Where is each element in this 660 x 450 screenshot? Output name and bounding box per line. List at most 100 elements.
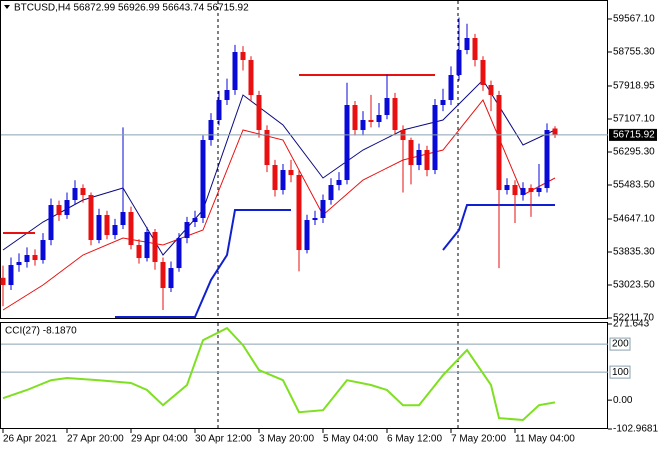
candle-body <box>272 165 278 191</box>
x-tick-label: 30 Apr 12:00 <box>195 434 252 445</box>
candle-body <box>16 262 22 266</box>
x-tick-label: 29 Apr 04:00 <box>131 434 188 445</box>
candle-body <box>104 215 110 236</box>
candle-body <box>424 150 430 171</box>
candle-body <box>232 51 238 91</box>
candle-body <box>160 262 166 289</box>
y-tick-label: 58755.30 <box>613 47 655 58</box>
cci-title: CCI(27) -8.1870 <box>5 326 77 337</box>
y-tick-label: 55483.50 <box>613 180 655 191</box>
candle-body <box>456 50 462 76</box>
x-tick-label: 3 May 20:00 <box>259 434 314 445</box>
candle-body <box>8 265 14 286</box>
candle-body <box>40 240 46 261</box>
title-arrow <box>4 5 10 9</box>
candle-body <box>312 218 318 221</box>
candle-body <box>416 150 422 166</box>
candle-body <box>0 277 6 286</box>
candle-body <box>136 245 142 259</box>
candle-body <box>144 232 150 259</box>
candle-body <box>352 105 358 131</box>
candle-body <box>168 268 174 289</box>
level-tag <box>609 365 631 379</box>
candle-body <box>504 185 510 191</box>
level-label: 100 <box>612 367 629 378</box>
candle-body <box>64 200 70 216</box>
candle-body <box>376 115 382 122</box>
candle-body <box>288 170 294 176</box>
y-tick-label: 0.00 <box>613 395 633 406</box>
y-tick-label: 59567.10 <box>613 14 655 25</box>
candle-body <box>480 60 486 86</box>
y-tick-label: -102.9681 <box>613 424 658 435</box>
candle-body <box>520 188 526 196</box>
x-tick-label: 27 Apr 20:00 <box>67 434 124 445</box>
price-tag <box>609 128 657 141</box>
candle-body <box>344 105 350 181</box>
main-frame <box>0 0 608 319</box>
candle-body <box>128 212 134 246</box>
candle-body <box>440 100 446 106</box>
candle-body <box>88 195 94 241</box>
candle-body <box>248 60 254 96</box>
candle-body <box>200 140 206 219</box>
candle-body <box>384 98 390 116</box>
price-tag-label: 56715.92 <box>613 130 655 141</box>
y-tick-label: 56295.30 <box>613 147 655 158</box>
series-line <box>2 326 556 422</box>
candle-body <box>432 105 438 171</box>
candle-body <box>280 170 286 191</box>
candle-body <box>296 175 302 251</box>
candle-body <box>216 100 222 121</box>
candle-body <box>488 85 494 96</box>
series-line <box>3 74 435 234</box>
candle-body <box>96 215 102 241</box>
series-line <box>2 99 556 311</box>
candle-body <box>528 188 534 193</box>
x-tick-label: 11 May 04:00 <box>515 434 575 445</box>
y-tick-label: 54647.10 <box>613 214 655 225</box>
candle-body <box>328 185 334 201</box>
series-line <box>2 79 556 256</box>
level-tag <box>609 337 631 351</box>
x-tick-label: 26 Apr 2021 <box>3 434 57 445</box>
candle-body <box>320 200 326 219</box>
candle-body <box>256 95 262 131</box>
y-tick-label: 53835.30 <box>613 247 655 258</box>
candle-body <box>176 238 182 269</box>
candle-body <box>304 220 310 251</box>
candle-body <box>392 98 398 131</box>
candle-body <box>32 255 38 261</box>
candle-body <box>240 51 246 61</box>
candle-body <box>408 140 414 166</box>
candle-body <box>208 120 214 141</box>
y-tick-label: 53023.50 <box>613 280 655 291</box>
chart-title: BTCUSD,H4 56872.99 56926.99 56643.74 567… <box>14 3 249 14</box>
candle-body <box>496 95 502 191</box>
candle-body <box>184 222 190 239</box>
candle-body <box>224 90 230 101</box>
candle-body <box>360 120 366 131</box>
candle-body <box>544 130 550 189</box>
candle-body <box>368 120 374 122</box>
candle-body <box>512 185 518 196</box>
candle-body <box>152 232 158 263</box>
candle-body <box>112 225 118 236</box>
series-line <box>115 204 555 318</box>
candle-body <box>336 180 342 186</box>
candle-body <box>464 38 470 51</box>
candle-body <box>448 75 454 101</box>
candle-body <box>552 128 558 135</box>
candle-body <box>120 212 126 226</box>
level-label: 200 <box>612 339 629 350</box>
y-tick-label: 271.643 <box>613 319 650 330</box>
y-tick-label: 52211.70 <box>613 313 654 324</box>
x-tick-label: 7 May 20:00 <box>451 434 506 445</box>
candle-body <box>56 205 62 216</box>
cci-frame <box>0 322 608 429</box>
candle-body <box>536 188 542 193</box>
x-tick-label: 6 May 12:00 <box>387 434 442 445</box>
candle-body <box>472 38 478 61</box>
y-tick-label: 57918.95 <box>613 81 655 92</box>
